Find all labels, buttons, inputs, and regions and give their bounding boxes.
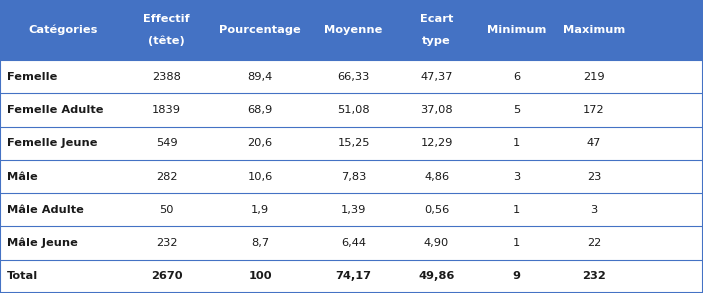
Text: 6,44: 6,44 — [341, 238, 366, 248]
Text: 8,7: 8,7 — [251, 238, 269, 248]
Text: Maximum: Maximum — [563, 25, 625, 35]
Text: 1: 1 — [513, 138, 520, 148]
Text: 3: 3 — [591, 205, 598, 215]
Text: 3: 3 — [513, 171, 520, 182]
Text: 49,86: 49,86 — [418, 271, 455, 281]
Text: 23: 23 — [587, 171, 601, 182]
Text: 47,37: 47,37 — [420, 72, 453, 82]
Text: type: type — [423, 36, 451, 46]
Text: 232: 232 — [582, 271, 606, 281]
Text: 20,6: 20,6 — [247, 138, 273, 148]
Text: 2388: 2388 — [152, 72, 181, 82]
Text: 51,08: 51,08 — [337, 105, 370, 115]
Text: 89,4: 89,4 — [247, 72, 273, 82]
Text: 2670: 2670 — [151, 271, 182, 281]
Text: 172: 172 — [583, 105, 605, 115]
Text: 549: 549 — [156, 138, 177, 148]
Text: Femelle Adulte: Femelle Adulte — [7, 105, 103, 115]
Text: Pourcentage: Pourcentage — [219, 25, 301, 35]
Text: 282: 282 — [156, 171, 177, 182]
Text: 22: 22 — [587, 238, 601, 248]
Text: 5: 5 — [513, 105, 520, 115]
Text: Ecart: Ecart — [420, 14, 453, 24]
Text: 100: 100 — [248, 271, 272, 281]
Text: 6: 6 — [513, 72, 520, 82]
Text: 1,39: 1,39 — [341, 205, 366, 215]
Text: 9: 9 — [512, 271, 521, 281]
Text: 50: 50 — [160, 205, 174, 215]
Text: Minimum: Minimum — [487, 25, 546, 35]
Text: 37,08: 37,08 — [420, 105, 453, 115]
Text: 15,25: 15,25 — [337, 138, 370, 148]
Text: Femelle Jeune: Femelle Jeune — [7, 138, 98, 148]
Text: (tête): (tête) — [148, 36, 185, 46]
Text: 4,86: 4,86 — [424, 171, 449, 182]
Text: Mâle: Mâle — [7, 171, 38, 182]
Text: Effectif: Effectif — [143, 14, 190, 24]
Text: Mâle Jeune: Mâle Jeune — [7, 238, 78, 248]
Text: 74,17: 74,17 — [335, 271, 372, 281]
Text: 1839: 1839 — [152, 105, 181, 115]
Text: 68,9: 68,9 — [247, 105, 273, 115]
Text: 0,56: 0,56 — [424, 205, 449, 215]
Text: 219: 219 — [583, 72, 605, 82]
Text: 10,6: 10,6 — [247, 171, 273, 182]
Text: 7,83: 7,83 — [341, 171, 366, 182]
Bar — [0, 0, 703, 60]
Text: 1: 1 — [513, 205, 520, 215]
Text: Moyenne: Moyenne — [324, 25, 383, 35]
Text: 47: 47 — [587, 138, 601, 148]
Text: 12,29: 12,29 — [420, 138, 453, 148]
Text: Mâle Adulte: Mâle Adulte — [7, 205, 84, 215]
Text: Femelle: Femelle — [7, 72, 58, 82]
Text: Total: Total — [7, 271, 38, 281]
Text: 232: 232 — [156, 238, 177, 248]
Text: 1,9: 1,9 — [251, 205, 269, 215]
Text: 1: 1 — [513, 238, 520, 248]
Text: Catégories: Catégories — [28, 25, 97, 35]
Text: 66,33: 66,33 — [337, 72, 370, 82]
Text: 4,90: 4,90 — [424, 238, 449, 248]
